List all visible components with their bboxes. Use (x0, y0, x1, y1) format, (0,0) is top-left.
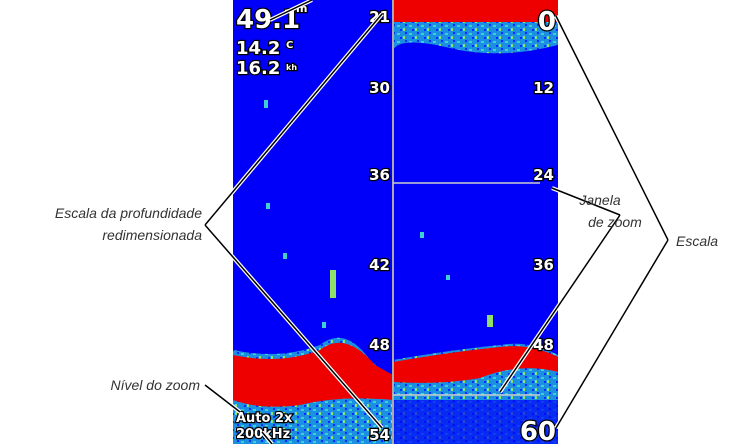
bottom-right (393, 346, 558, 383)
callout-zoom-window: de zoom (588, 214, 642, 230)
callout-scale: Escala (676, 233, 718, 249)
leader-lines (203, 0, 670, 444)
zoom-level: Auto 2x (236, 411, 293, 426)
callout-zoom-level: Nível do zoom (111, 377, 201, 393)
temperature-reading: 14.2 (236, 38, 280, 59)
temperature-unit: C (286, 40, 293, 51)
speed-unit: kh (286, 63, 297, 72)
right-scale-label: 24 (533, 166, 554, 184)
speed-reading: 16.2 (236, 58, 280, 79)
surface-band (393, 0, 558, 22)
left-scale-label: 30 (369, 79, 390, 97)
fish-marks (264, 100, 493, 328)
callout-depth-scale: Escala da profundidade (55, 205, 202, 221)
right-scale-label: 60 (520, 417, 556, 444)
surface-clutter (393, 22, 558, 54)
bottom-shade (393, 400, 558, 444)
bottom-left (233, 342, 393, 407)
left-scale-label: 36 (369, 166, 390, 184)
right-scale-label: 36 (533, 256, 554, 274)
left-scale-label: 54 (369, 426, 390, 444)
callout-depth-scale: redimensionada (102, 227, 202, 243)
callout-zoom-window: Janela (578, 192, 620, 208)
right-scale-label: 12 (533, 79, 554, 97)
left-scale-label: 48 (369, 336, 390, 354)
right-scale-label: 0 (538, 7, 556, 37)
left-scale-label: 42 (369, 256, 390, 274)
